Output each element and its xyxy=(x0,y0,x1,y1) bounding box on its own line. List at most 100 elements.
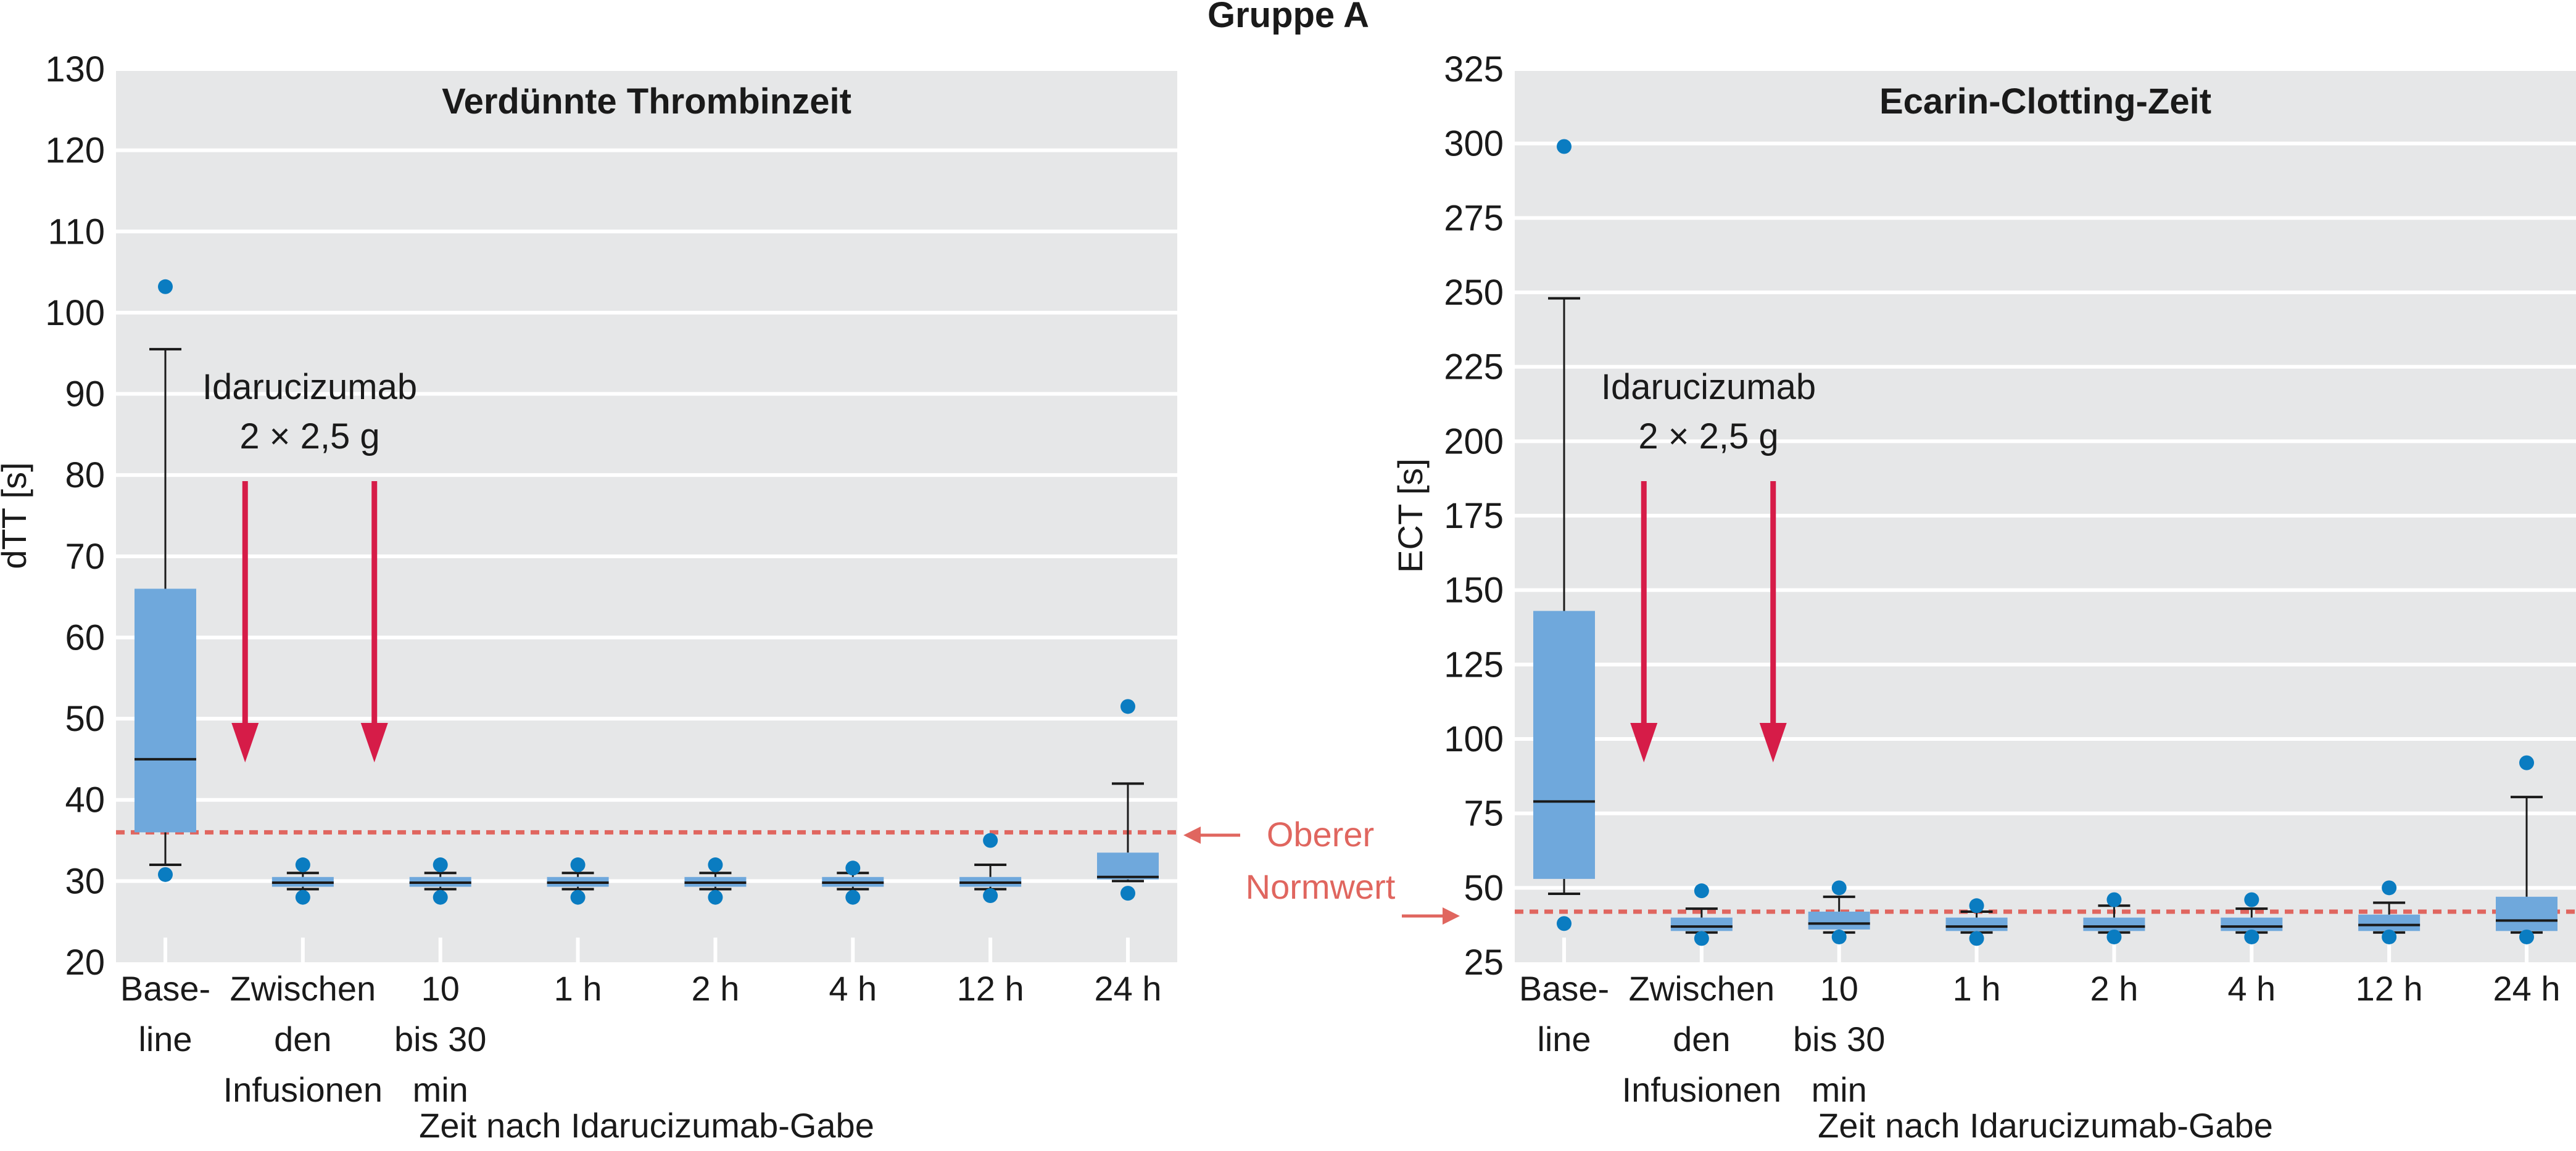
box-category-0 xyxy=(135,279,196,882)
x-tick-label: min xyxy=(1812,1070,1867,1109)
y-tick-label: 130 xyxy=(45,49,105,89)
x-tick-label: min xyxy=(413,1070,468,1109)
x-tick-label: 1 h xyxy=(1953,969,2001,1008)
x-tick-label: Infusionen xyxy=(223,1070,383,1109)
box-iqr xyxy=(1533,611,1595,879)
box-category-2 xyxy=(1808,880,1870,944)
annotation-line1: Idarucizumab xyxy=(1601,367,1816,407)
x-tick-label: 4 h xyxy=(2227,969,2276,1008)
reference-line-label: Oberer Normwert xyxy=(1246,815,1396,906)
x-tick-label: Zwischen xyxy=(1629,969,1775,1008)
outlier-point xyxy=(2106,892,2122,907)
outlier-point xyxy=(295,889,310,905)
x-tick-label: 2 h xyxy=(2090,969,2138,1008)
x-tick-label: Zwischen xyxy=(230,969,376,1008)
box-category-7 xyxy=(1097,699,1159,901)
box-category-2 xyxy=(409,857,471,905)
outlier-point xyxy=(2382,929,2397,944)
reference-label-line2: Normwert xyxy=(1246,867,1396,906)
x-tick-label: den xyxy=(1673,1020,1730,1058)
outlier-point xyxy=(1831,929,1847,944)
outlier-point xyxy=(158,279,173,294)
y-tick-label: 100 xyxy=(45,293,105,333)
outlier-point xyxy=(570,857,586,873)
box-category-5 xyxy=(2221,892,2283,944)
dose-arrow-head xyxy=(1759,723,1787,762)
y-tick-label: 60 xyxy=(65,617,105,658)
annotation-line1: Idarucizumab xyxy=(202,367,417,407)
outlier-point xyxy=(1694,931,1709,946)
y-tick-label: 225 xyxy=(1444,347,1504,387)
x-tick-label: 4 h xyxy=(829,969,877,1008)
box-iqr xyxy=(135,588,196,833)
plot-area xyxy=(116,69,1177,962)
chart-panel-dtt: 20 30 40 50 60 70 80 90 100 110 120 130 Verdünnte Th… xyxy=(0,49,1177,1145)
box-iqr xyxy=(1097,852,1159,880)
outlier-point xyxy=(983,888,998,904)
x-tick-label: 12 h xyxy=(957,969,1024,1008)
y-tick-label: 175 xyxy=(1444,496,1504,536)
x-tick-label: 24 h xyxy=(1095,969,1162,1008)
box-iqr xyxy=(1945,917,2008,931)
y-tick-label: 120 xyxy=(45,131,105,171)
dose-arrow-head xyxy=(360,723,388,762)
y-tick-label: 110 xyxy=(48,212,105,252)
y-tick-label: 200 xyxy=(1444,421,1504,461)
outlier-point xyxy=(983,833,998,848)
x-tick-label: 2 h xyxy=(691,969,739,1008)
reference-label-line1: Oberer xyxy=(1267,815,1374,854)
outlier-point xyxy=(1969,898,1984,914)
outlier-point xyxy=(2519,755,2534,770)
x-tick-label: bis 30 xyxy=(394,1020,486,1058)
dose-arrow-head xyxy=(1630,723,1658,762)
outlier-point xyxy=(2244,929,2259,944)
outlier-point xyxy=(1120,699,1135,714)
box-category-0 xyxy=(1533,139,1595,931)
outlier-point xyxy=(1120,886,1135,901)
box-iqr xyxy=(2221,917,2283,931)
box-iqr xyxy=(2358,914,2421,931)
box-iqr xyxy=(1670,917,1733,931)
y-tick-label: 325 xyxy=(1444,49,1504,89)
x-tick-label: 10 xyxy=(421,969,460,1008)
outlier-point xyxy=(158,867,173,882)
outlier-point xyxy=(845,860,861,876)
y-tick-label: 75 xyxy=(1464,794,1504,834)
y-tick-label: 125 xyxy=(1444,645,1504,685)
box-category-6 xyxy=(2358,880,2421,944)
outlier-point xyxy=(2244,892,2259,907)
x-tick-label: 12 h xyxy=(2356,969,2423,1008)
box-category-6 xyxy=(959,833,1022,904)
box-category-4 xyxy=(684,857,747,905)
y-tick-label: 150 xyxy=(1444,571,1504,611)
x-tick-label: 24 h xyxy=(2493,969,2561,1008)
box-category-3 xyxy=(1945,898,2008,946)
figure-title: Gruppe A xyxy=(1207,0,1369,35)
y-tick-label: 20 xyxy=(65,943,105,983)
x-axis-title: Zeit nach Idarucizumab-Gabe xyxy=(419,1106,874,1145)
x-axis-title: Zeit nach Idarucizumab-Gabe xyxy=(1818,1106,2273,1145)
x-tick-label: line xyxy=(138,1020,192,1058)
chart-panel-ect: 25 50 75 100 125 150 175 200 225 250 275 300 325 Ecar… xyxy=(1391,49,2576,1145)
x-tick-label: Infusionen xyxy=(1622,1070,1781,1109)
y-tick-label: 275 xyxy=(1444,198,1504,238)
outlier-point xyxy=(1831,880,1847,896)
y-tick-label: 50 xyxy=(1464,868,1504,908)
outlier-point xyxy=(2519,929,2534,944)
y-tick-label: 90 xyxy=(65,374,105,415)
y-tick-label: 80 xyxy=(65,455,105,495)
box-category-3 xyxy=(547,857,609,905)
outlier-point xyxy=(1969,931,1984,946)
y-axis-title: dTT [s] xyxy=(0,462,33,569)
outlier-point xyxy=(845,889,861,905)
box-iqr xyxy=(2496,896,2557,931)
outlier-point xyxy=(2106,929,2122,944)
y-tick-label: 40 xyxy=(65,780,105,820)
panel-title: Ecarin-Clotting-Zeit xyxy=(1879,81,2211,122)
box-category-7 xyxy=(2496,755,2557,944)
x-tick-label: Base- xyxy=(1519,969,1609,1008)
y-tick-label: 70 xyxy=(65,537,105,577)
outlier-point xyxy=(433,889,448,905)
outlier-point xyxy=(708,889,723,905)
